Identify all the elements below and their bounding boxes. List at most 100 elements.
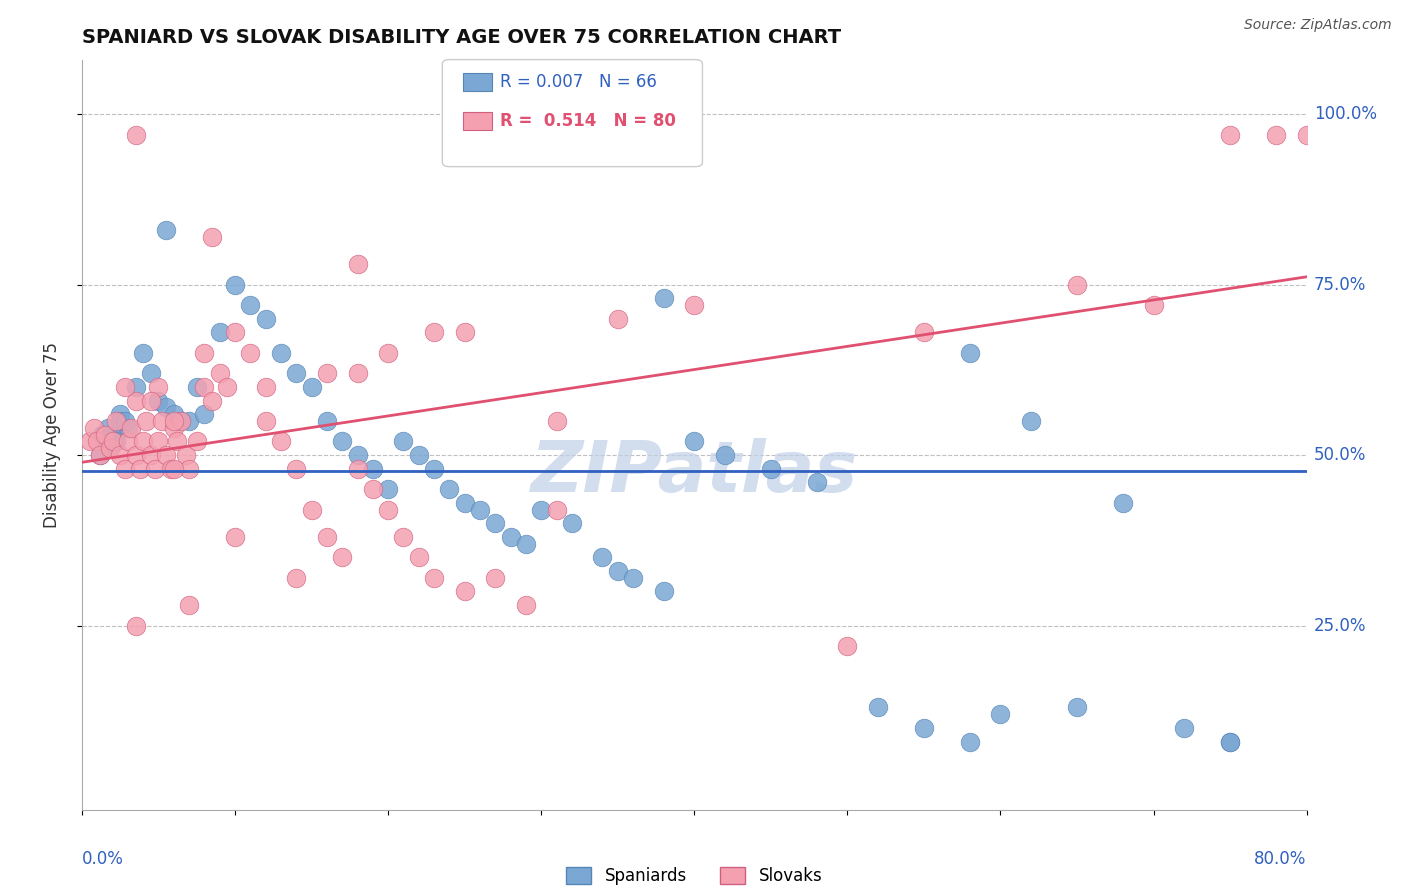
Point [193,407,215,421]
Point [132,346,155,360]
Point [254,311,277,326]
Point [315,414,337,428]
Point [330,550,353,565]
Point [439,482,461,496]
Point [201,230,224,244]
Point [155,223,177,237]
Point [423,571,446,585]
Point [117,421,139,435]
Point [361,482,384,496]
Text: R = 0.007   N = 66: R = 0.007 N = 66 [501,73,657,91]
Point [683,298,706,312]
Point [124,618,146,632]
Point [392,530,415,544]
Point [179,414,201,428]
Point [98,442,121,456]
Point [315,530,337,544]
Point [1219,128,1241,142]
Point [163,421,186,435]
Point [239,298,262,312]
Point [837,639,859,653]
Point [132,434,155,449]
Point [1219,734,1241,748]
Point [408,550,430,565]
Point [1295,128,1317,142]
Point [193,380,215,394]
Point [201,393,224,408]
Point [114,414,136,428]
Point [484,516,506,531]
Point [239,346,262,360]
Point [94,434,117,449]
Point [155,401,177,415]
Point [159,461,181,475]
Point [285,461,308,475]
Point [912,326,935,340]
Point [101,434,124,449]
Point [101,434,124,449]
Point [89,448,111,462]
Point [148,434,170,449]
Point [124,393,146,408]
Point [392,434,415,449]
Point [285,366,308,380]
Point [224,326,246,340]
Point [423,461,446,475]
Point [90,427,112,442]
Point [86,434,108,449]
Point [530,502,553,516]
Point [484,571,506,585]
Point [224,530,246,544]
Point [148,380,170,394]
Point [254,380,277,394]
Point [546,414,568,428]
Point [98,442,121,456]
Point [104,434,127,449]
Point [124,380,146,394]
Point [94,427,117,442]
Point [79,434,101,449]
Point [652,584,675,599]
Point [346,461,368,475]
Point [453,496,475,510]
Point [110,448,132,462]
Point [174,448,197,462]
Point [377,346,399,360]
Point [208,326,231,340]
Point [104,414,127,428]
Legend: Spaniards, Slovaks: Spaniards, Slovaks [560,860,830,891]
Y-axis label: Disability Age Over 75: Disability Age Over 75 [44,342,60,528]
Point [83,421,105,435]
Point [546,502,568,516]
Point [1112,496,1135,510]
Point [1219,734,1241,748]
Text: 25.0%: 25.0% [1313,616,1367,634]
Point [423,326,446,340]
Point [110,414,132,428]
Point [135,414,157,428]
Point [990,707,1012,722]
Point [346,257,368,271]
Point [217,380,239,394]
Point [186,380,208,394]
Point [377,502,399,516]
Point [468,502,491,516]
Point [301,502,323,516]
Point [148,393,170,408]
Point [1142,298,1164,312]
Point [163,414,186,428]
Text: 75.0%: 75.0% [1313,276,1367,293]
Text: 80.0%: 80.0% [1254,850,1306,868]
Point [1019,414,1042,428]
Point [179,461,201,475]
Point [285,571,308,585]
Point [330,434,353,449]
Point [170,414,193,428]
Text: Source: ZipAtlas.com: Source: ZipAtlas.com [1244,18,1392,32]
Point [114,461,136,475]
Point [591,550,613,565]
Point [270,434,292,449]
Point [179,598,201,612]
Point [124,128,146,142]
Point [163,461,186,475]
